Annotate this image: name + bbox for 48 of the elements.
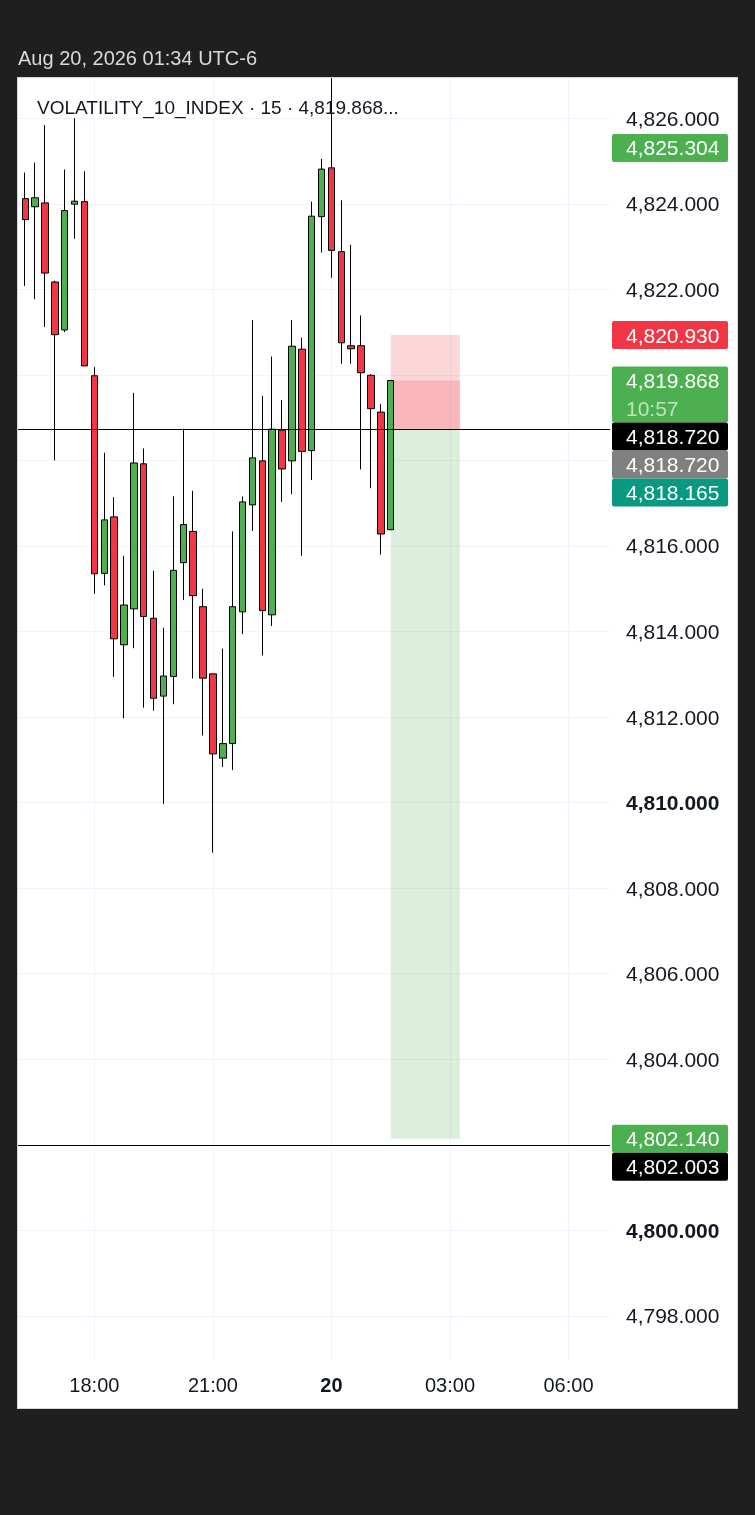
- x-tick-label: 20: [320, 1374, 343, 1396]
- x-tick-label: 03:00: [424, 1374, 476, 1396]
- ref-line-label: 4,802.003: [626, 1155, 720, 1179]
- candlestick: [239, 495, 246, 635]
- y-tick-label: 4,826.000: [626, 106, 720, 130]
- candlestick: [71, 117, 78, 240]
- candlestick: [338, 199, 345, 365]
- candlestick: [160, 627, 167, 805]
- candlestick: [41, 124, 49, 328]
- y-tick-label: 4,812.000: [626, 705, 720, 729]
- y-tick-label: 4,822.000: [626, 277, 720, 301]
- text: 4,820.930: [626, 323, 720, 347]
- candlestick: [31, 162, 39, 300]
- candlestick: [120, 555, 128, 719]
- x-tick-label: 18:00: [69, 1374, 120, 1396]
- ref-line-label: 4,818.720: [626, 425, 720, 449]
- x-tick-label: 21:00: [187, 1374, 238, 1396]
- y-tick-label: 4,814.000: [626, 620, 720, 644]
- y-tick-label: 4,810.000: [626, 791, 720, 815]
- y-tick-label: 4,816.000: [626, 534, 720, 558]
- y-tick-label: 4,806.000: [626, 962, 720, 986]
- text: 4,819.868 10:57: [626, 369, 720, 421]
- candlestick: [81, 170, 88, 367]
- text: 4,818.720: [626, 453, 720, 477]
- candlestick: [347, 244, 355, 365]
- x-tick-label: 06:00: [543, 1374, 594, 1396]
- candlestick: [61, 169, 68, 333]
- text: 4,825.304: [626, 136, 720, 160]
- y-tick-label: 4,808.000: [626, 876, 720, 900]
- candlestick: [101, 452, 108, 586]
- candlestick: [199, 588, 207, 736]
- candlestick: [219, 648, 227, 768]
- candlestick: [170, 495, 177, 705]
- chart-subtitle: Aug 20, 2026 01:34 UTC-6: [18, 46, 258, 71]
- candlestick: [229, 530, 236, 771]
- y-tick-label: 4,800.000: [626, 1218, 720, 1242]
- candlestick: [189, 490, 197, 680]
- candlestick: [209, 673, 217, 854]
- candlestick: [140, 447, 147, 709]
- y-tick-label: 4,804.000: [626, 1047, 720, 1071]
- text: 4,802.140: [626, 1127, 720, 1151]
- candlestick: [110, 496, 118, 678]
- text: 4,818.165: [626, 481, 720, 505]
- candlestick: [22, 172, 29, 287]
- y-tick-label: 4,798.000: [626, 1304, 720, 1328]
- candlestick: [150, 570, 157, 712]
- y-tick-label: 4,824.000: [626, 192, 720, 216]
- candlestick: [318, 158, 325, 254]
